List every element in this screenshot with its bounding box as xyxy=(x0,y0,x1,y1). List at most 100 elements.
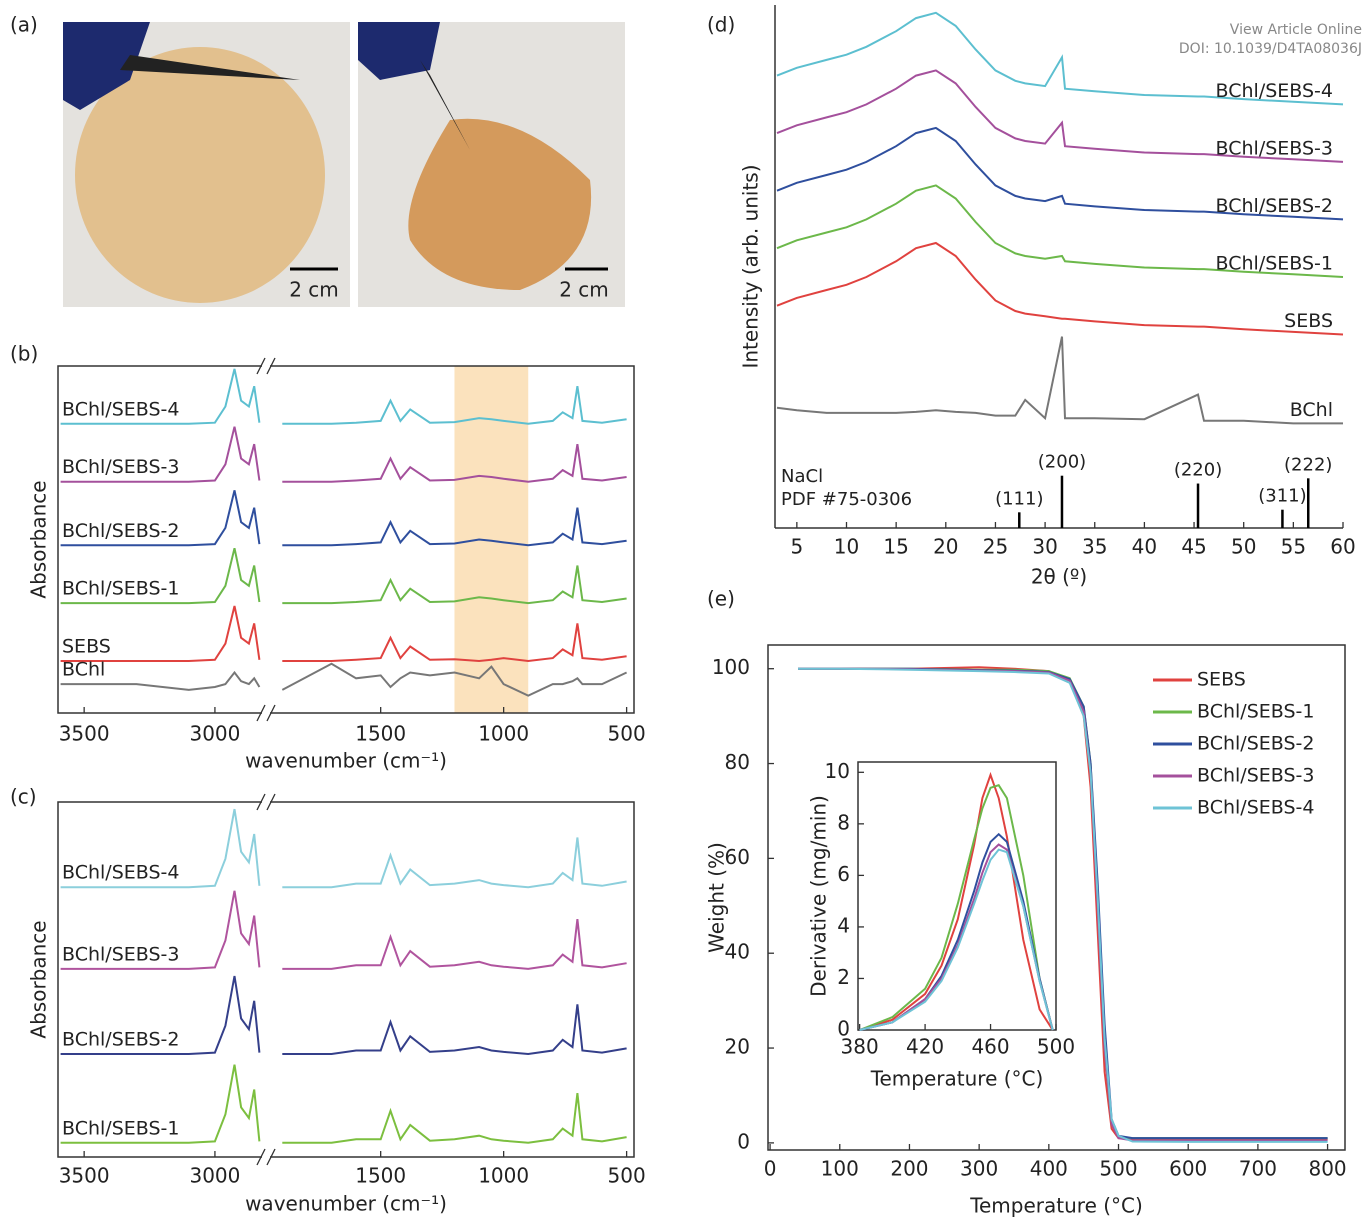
x-axis-label: Temperature (°C) xyxy=(870,1067,1044,1091)
x-tick-label: 50 xyxy=(1231,535,1256,559)
legend-label: BChl/SEBS-4 xyxy=(1197,797,1314,819)
y-axis-label: Intensity (arb. units) xyxy=(739,164,763,368)
x-tick-label: 60 xyxy=(1330,535,1355,559)
x-tick-label: 300 xyxy=(960,1157,998,1181)
x-tick-label: 100 xyxy=(821,1157,859,1181)
x-tick-label: 15 xyxy=(883,535,908,559)
y-tick-label: 100 xyxy=(712,655,750,679)
y-tick-label: 0 xyxy=(837,1017,850,1041)
x-axis-label: Temperature (°C) xyxy=(969,1194,1143,1218)
series-line xyxy=(282,1093,626,1143)
series-line xyxy=(282,919,626,969)
x-tick-label: 1500 xyxy=(355,1164,406,1188)
x-tick-label: 3500 xyxy=(59,1164,110,1188)
reference-label: (200) xyxy=(1038,452,1086,473)
series-line xyxy=(282,508,626,546)
series-label: BChl/SEBS-2 xyxy=(62,520,179,542)
photo: 2 cm xyxy=(63,22,350,307)
x-tick-label: 1000 xyxy=(478,1164,529,1188)
x-tick-label: 700 xyxy=(1239,1157,1277,1181)
y-tick-label: 20 xyxy=(725,1035,750,1059)
scale-bar-label: 2 cm xyxy=(559,278,609,302)
series-label: BChl/SEBS-3 xyxy=(62,943,179,965)
view-article: View Article Online xyxy=(1230,22,1362,38)
y-axis-label: Absorbance xyxy=(27,920,51,1038)
panel-label: (b) xyxy=(10,342,38,366)
legend-label: BChl/SEBS-1 xyxy=(1197,701,1314,723)
x-tick-label: 3500 xyxy=(59,722,110,746)
figure: View Article Online DOI: 10.1039/D4TA080… xyxy=(0,0,1366,1221)
x-axis-label: wavenumber (cm⁻¹) xyxy=(245,1192,447,1216)
x-tick-label: 500 xyxy=(1099,1157,1137,1181)
series-label: BChl xyxy=(62,659,105,681)
series-line xyxy=(282,664,626,696)
y-tick-label: 6 xyxy=(837,862,850,886)
series-label: BChl xyxy=(1290,399,1333,421)
x-tick-label: 25 xyxy=(983,535,1008,559)
axis-break-gap xyxy=(262,363,270,369)
x-tick-label: 10 xyxy=(834,535,859,559)
series-line xyxy=(860,834,1053,1030)
series-label: BChl/SEBS-2 xyxy=(62,1029,179,1051)
series-line xyxy=(282,1004,626,1054)
series-label: BChl/SEBS-2 xyxy=(1216,195,1333,217)
axis-break-gap xyxy=(262,799,270,805)
reference-label: (220) xyxy=(1174,460,1222,481)
series-label: BChl/SEBS-1 xyxy=(62,578,179,600)
y-axis-label: Derivative (mg/min) xyxy=(807,795,831,997)
x-tick-label: 800 xyxy=(1308,1157,1346,1181)
series-label: BChl/SEBS-4 xyxy=(62,398,179,420)
reference-name: PDF #75-0306 xyxy=(781,489,912,510)
series-label: BChl/SEBS-3 xyxy=(62,456,179,478)
series-line xyxy=(282,386,626,424)
series-line xyxy=(777,337,1343,424)
plot-frame xyxy=(58,802,634,1157)
panel-label: (a) xyxy=(10,13,38,37)
x-tick-label: 500 xyxy=(1037,1035,1075,1059)
series-label: BChl/SEBS-3 xyxy=(1216,137,1333,159)
x-tick-label: 55 xyxy=(1281,535,1306,559)
photo: 2 cm xyxy=(358,22,625,307)
x-tick-label: 460 xyxy=(971,1035,1009,1059)
series-label: BChl/SEBS-4 xyxy=(62,862,179,884)
x-tick-label: 400 xyxy=(1030,1157,1068,1181)
series-line xyxy=(282,623,626,661)
x-tick-label: 40 xyxy=(1132,535,1157,559)
y-tick-label: 2 xyxy=(837,965,850,989)
axis-break-gap xyxy=(262,710,270,716)
x-axis-label: wavenumber (cm⁻¹) xyxy=(245,749,447,773)
x-tick-label: 1500 xyxy=(355,722,406,746)
axis-break-gap xyxy=(262,1154,270,1160)
series-line xyxy=(282,838,626,888)
x-tick-label: 500 xyxy=(608,722,646,746)
y-tick-label: 10 xyxy=(825,759,850,783)
doi: DOI: 10.1039/D4TA08036J xyxy=(1179,41,1362,57)
legend-label: BChl/SEBS-2 xyxy=(1197,733,1314,755)
x-tick-label: 35 xyxy=(1082,535,1107,559)
x-tick-label: 0 xyxy=(764,1157,777,1181)
y-axis-label: Weight (%) xyxy=(705,842,729,953)
series-label: SEBS xyxy=(1284,310,1333,332)
y-tick-label: 4 xyxy=(837,913,850,937)
x-tick-label: 1000 xyxy=(478,722,529,746)
x-tick-label: 5 xyxy=(790,535,803,559)
x-tick-label: 20 xyxy=(933,535,958,559)
y-tick-label: 80 xyxy=(725,750,750,774)
series-label: SEBS xyxy=(62,635,111,657)
scale-bar-label: 2 cm xyxy=(289,278,339,302)
reference-label: (311) xyxy=(1258,486,1306,507)
panel-label: (c) xyxy=(10,785,37,809)
legend-label: SEBS xyxy=(1197,669,1246,691)
reference-label: (222) xyxy=(1284,454,1332,475)
x-tick-label: 30 xyxy=(1032,535,1057,559)
y-axis-label: Absorbance xyxy=(27,480,51,598)
panel-label: (e) xyxy=(707,587,735,611)
x-axis-label: 2θ (º) xyxy=(1031,565,1087,589)
legend-label: BChl/SEBS-3 xyxy=(1197,765,1314,787)
series-label: BChl/SEBS-1 xyxy=(62,1117,179,1139)
series-line xyxy=(282,566,626,604)
x-tick-label: 3000 xyxy=(189,1164,240,1188)
y-tick-label: 0 xyxy=(737,1129,750,1153)
reference-label: (111) xyxy=(995,488,1043,509)
x-tick-label: 3000 xyxy=(189,722,240,746)
